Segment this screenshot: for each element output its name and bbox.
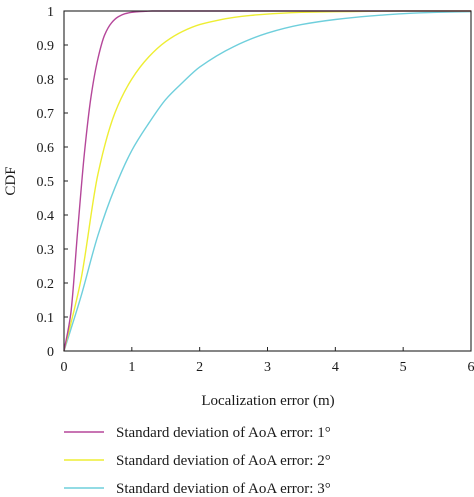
y-tick-label: 1: [47, 5, 54, 20]
series-layer: [63, 10, 472, 352]
legend-item-3: Standard deviation of AoA error: 3°: [64, 481, 331, 497]
series-line-2: [63, 10, 471, 352]
y-tick-label: 0.5: [37, 175, 55, 190]
x-tick-label: 3: [264, 360, 271, 375]
x-tick-label: 6: [468, 360, 474, 375]
y-tick-label: 0.9: [37, 39, 55, 54]
y-tick-label: 0.1: [37, 311, 55, 326]
y-axis-label: CDF: [3, 166, 19, 195]
y-tick-label: 0.4: [37, 209, 55, 224]
series-line-1: [63, 10, 471, 352]
legend-label: Standard deviation of AoA error: 1°: [116, 425, 331, 441]
ticks-layer: 0 1 2 3 4 5 6 0 0.1 0.2 0.3 0.4 0.5 0.6 0.7 0.8 0.9 1: [37, 5, 474, 375]
series-line-3: [63, 10, 472, 352]
x-tick-label: 2: [196, 360, 203, 375]
y-tick-label: 0.3: [37, 243, 55, 258]
legend: Standard deviation of AoA error: 1° Stand…: [64, 425, 331, 497]
y-tick-label: 0.8: [37, 73, 55, 88]
x-tick-label: 0: [61, 360, 68, 375]
y-tick-label: 0.2: [37, 277, 55, 292]
legend-label: Standard deviation of AoA error: 3°: [116, 481, 331, 497]
legend-item-2: Standard deviation of AoA error: 2°: [64, 453, 331, 469]
y-tick-label: 0.7: [37, 107, 55, 122]
x-tick-label: 5: [400, 360, 407, 375]
x-tick-label: 1: [128, 360, 135, 375]
x-axis-label: Localization error (m): [201, 393, 334, 409]
x-tick-label: 4: [332, 360, 339, 375]
plot-frame: [63, 10, 472, 352]
y-tick-label: 0.6: [37, 141, 55, 156]
legend-label: Standard deviation of AoA error: 2°: [116, 453, 331, 469]
axes-layer: [63, 10, 472, 352]
legend-item-1: Standard deviation of AoA error: 1°: [64, 425, 331, 441]
y-tick-label: 0: [47, 345, 54, 360]
